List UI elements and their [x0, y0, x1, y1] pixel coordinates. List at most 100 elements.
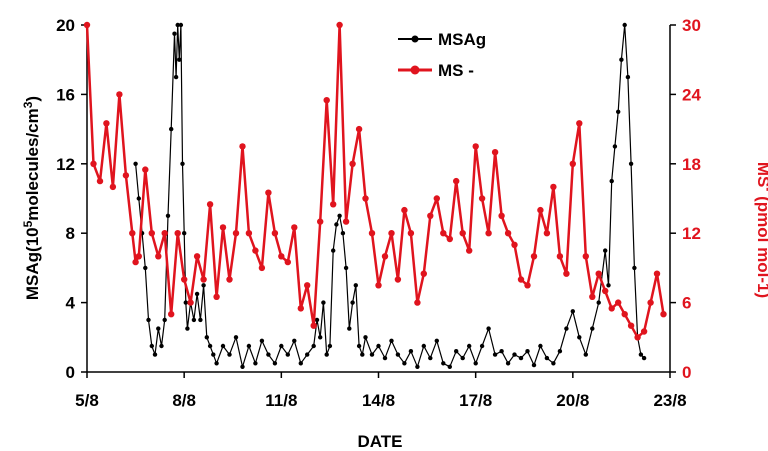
data-point — [246, 343, 252, 349]
x-tick-label: 20/8 — [556, 391, 589, 410]
left-y-title-prefix: MSAg(10 — [23, 227, 42, 300]
data-point — [146, 317, 151, 323]
left-tick-label: 20 — [56, 16, 75, 35]
data-point — [518, 355, 524, 361]
right-y-title-rest: (pmol mol-1) — [754, 191, 768, 298]
data-point — [616, 109, 621, 115]
data-point — [214, 361, 219, 366]
data-point — [227, 352, 232, 357]
data-point — [612, 144, 618, 149]
data-point — [136, 196, 141, 201]
data-point — [537, 206, 544, 214]
data-point — [505, 361, 511, 366]
data-point — [603, 248, 608, 253]
data-point — [318, 335, 323, 340]
data-point — [156, 326, 161, 331]
data-point — [133, 161, 138, 166]
data-point — [376, 343, 381, 349]
data-point — [297, 305, 304, 312]
right-y-title-sup: - — [761, 187, 768, 191]
data-point — [466, 247, 473, 254]
data-point — [350, 300, 355, 305]
left-y-axis-title: MSAg(105molecules/cm3) — [21, 96, 42, 300]
data-point — [174, 230, 181, 237]
data-point — [337, 213, 342, 218]
data-point — [530, 253, 538, 260]
data-point — [220, 343, 226, 349]
data-point — [441, 361, 446, 366]
data-point — [168, 311, 175, 318]
data-point — [375, 282, 382, 289]
data-point — [517, 276, 525, 283]
legend-label-msag: MSAg — [438, 30, 486, 49]
data-point — [278, 253, 285, 260]
data-point — [440, 230, 447, 237]
data-point — [305, 352, 310, 357]
data-point — [557, 349, 563, 354]
data-point — [194, 291, 200, 297]
data-point — [382, 355, 388, 361]
data-point — [323, 97, 330, 104]
right-tick-label: 30 — [682, 16, 701, 35]
x-tick-label: 8/8 — [172, 391, 196, 410]
right-tick-label: 12 — [682, 224, 701, 243]
data-point — [116, 91, 123, 98]
data-point — [355, 125, 363, 133]
data-point — [327, 343, 333, 349]
series-msag — [133, 22, 647, 369]
left-tick-label: 0 — [66, 363, 75, 382]
data-point — [201, 283, 206, 288]
data-point — [360, 352, 365, 357]
data-point — [219, 224, 227, 231]
left-tick-label: 4 — [66, 294, 76, 313]
data-point — [239, 143, 246, 150]
data-point — [122, 172, 130, 179]
data-point — [226, 276, 233, 283]
right-tick-label: 24 — [682, 85, 701, 104]
data-point — [381, 253, 389, 260]
data-point — [498, 212, 505, 219]
data-point — [321, 300, 326, 305]
data-point — [576, 120, 583, 127]
data-point — [491, 149, 499, 156]
data-point — [173, 74, 179, 80]
x-tick-label: 5/8 — [75, 391, 99, 410]
data-point — [388, 230, 395, 237]
x-tick-label: 23/8 — [653, 391, 686, 410]
data-point — [615, 299, 622, 306]
left-y-title-sup2: 3 — [21, 101, 35, 108]
data-point — [622, 22, 627, 28]
left-tick-label: 16 — [56, 85, 75, 104]
data-point — [349, 160, 356, 167]
data-point — [183, 300, 188, 305]
x-tick-label: 11/8 — [265, 391, 297, 410]
data-point — [291, 224, 298, 231]
data-point — [193, 253, 201, 260]
right-y-axis-title: MS- (pmol mol-1) — [754, 162, 768, 298]
data-point — [109, 183, 117, 191]
right-tick-label: 6 — [682, 294, 691, 313]
data-point — [595, 270, 602, 277]
data-point — [162, 317, 167, 323]
data-point — [258, 264, 266, 272]
data-point — [389, 338, 394, 343]
data-point — [142, 166, 149, 173]
data-point — [310, 322, 317, 329]
data-point — [187, 299, 194, 306]
data-point — [492, 352, 498, 357]
data-point — [395, 352, 401, 357]
data-point — [245, 230, 253, 237]
data-point — [155, 253, 162, 260]
data-point — [453, 177, 460, 185]
data-point — [428, 355, 433, 361]
data-point — [334, 222, 339, 227]
data-point — [640, 328, 648, 335]
data-point — [608, 305, 615, 312]
data-point — [531, 362, 537, 368]
data-point — [347, 326, 352, 331]
data-point — [478, 195, 486, 202]
data-point — [434, 338, 439, 343]
data-point — [551, 361, 556, 366]
left-tick-label: 12 — [56, 155, 75, 174]
right-y-axis-ticks: 0 6 12 18 24 30 — [670, 16, 701, 382]
